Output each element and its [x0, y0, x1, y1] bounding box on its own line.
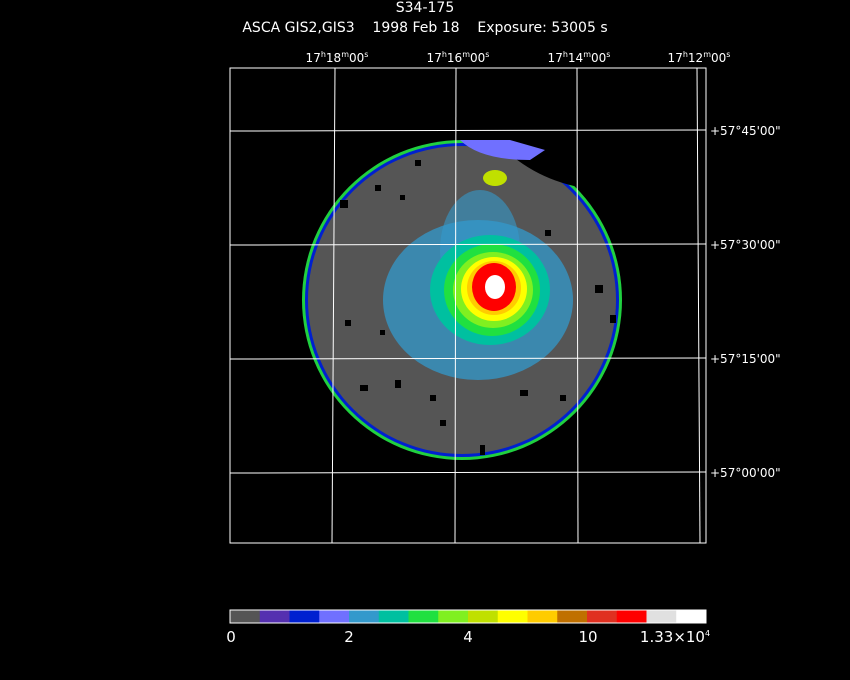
source-core	[485, 275, 505, 299]
colorbar-segment	[438, 610, 469, 623]
dec-label-3: +57°15'00"	[710, 352, 781, 366]
colorbar-segment	[557, 610, 588, 623]
colorbar-segment	[319, 610, 350, 623]
ra-label-3: 17h14m00s	[547, 50, 611, 65]
plot-frame	[229, 67, 707, 544]
dec-label-4: +57°00'00"	[710, 466, 781, 480]
dec-label-1: +57°45'00"	[710, 124, 781, 138]
colorbar-segment	[676, 610, 707, 623]
colorbar-segment	[527, 610, 558, 623]
colorbar-label-10: 10	[578, 628, 598, 646]
dec-label-2: +57°30'00"	[710, 238, 781, 252]
colorbar-segment	[259, 610, 290, 623]
colorbar-label-2: 2	[344, 628, 354, 646]
colorbar-segment	[230, 610, 261, 623]
colorbar-segment	[587, 610, 618, 623]
colorbar-label-4: 4	[463, 628, 473, 646]
colorbar-segment	[616, 610, 647, 623]
ra-label-2: 17h16m00s	[426, 50, 490, 65]
colorbar-segment	[468, 610, 499, 623]
top-source	[483, 170, 507, 186]
colorbar	[230, 610, 707, 623]
colorbar-segment	[378, 610, 409, 623]
colorbar-segment	[289, 610, 320, 623]
colorbar-label-0: 0	[226, 628, 236, 646]
colorbar-segment	[408, 610, 439, 623]
image-title: S34-175	[395, 0, 455, 16]
image-subtitle: ASCA GIS2,GIS3 1998 Feb 18 Exposure: 530…	[242, 20, 608, 36]
colorbar-frame	[229, 609, 707, 624]
colorbar-label-max: 1.33×104	[639, 628, 711, 646]
coordinate-grid	[229, 67, 707, 544]
colorbar-segment	[646, 610, 677, 623]
top-blob	[460, 140, 545, 160]
ra-label-1: 17h18m00s	[305, 50, 369, 65]
colorbar-segment	[497, 610, 528, 623]
xray-image	[302, 110, 622, 460]
low-count-pixels	[340, 160, 616, 455]
colorbar-segment	[349, 610, 380, 623]
ra-label-4: 17h12m00s	[667, 50, 731, 65]
